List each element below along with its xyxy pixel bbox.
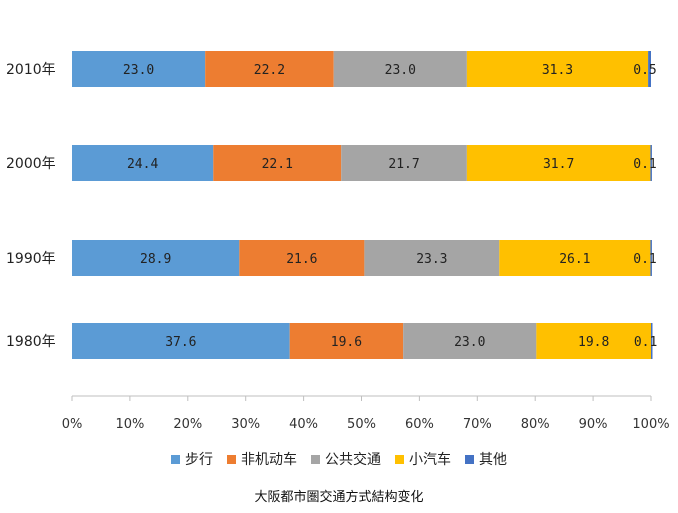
x-tick-label: 20% [173,417,202,432]
legend-swatch [465,454,474,464]
x-tick-label: 30% [231,417,260,432]
x-tick-label: 100% [632,417,669,432]
x-tick-label: 0% [62,417,83,432]
legend-label: 公共交通 [325,452,381,468]
legend-item: 小汽车 [395,449,451,469]
bar-segment [341,145,467,181]
bar-segment [650,145,652,181]
data-label: 31.3 [542,63,573,78]
legend-item: 公共交通 [311,449,381,469]
x-tick-label: 70% [463,417,492,432]
bar-segment [403,323,537,359]
legend-item: 步行 [171,449,213,469]
data-label: 23.0 [454,335,485,350]
x-tick-label: 90% [579,417,608,432]
bar-segment [239,240,365,276]
bar-segment [72,323,290,359]
x-tick-label: 60% [405,417,434,432]
legend-swatch [227,454,236,464]
data-label: 28.9 [140,252,171,267]
legend-swatch [395,454,404,464]
legend-item: 其他 [465,449,507,469]
bar-segment [466,51,649,87]
data-label: 21.6 [286,252,317,267]
bar-segment [364,240,500,276]
data-label: 22.2 [254,63,285,78]
bar-segment [651,323,653,359]
legend-swatch [311,454,320,464]
y-category-label: 2010年 [6,62,56,78]
data-label: 23.3 [416,252,447,267]
legend-label: 小汽车 [409,452,451,468]
data-label: 21.7 [388,157,419,172]
data-label: 0.1 [633,157,656,172]
data-label: 0.1 [634,335,657,350]
data-label: 31.7 [543,157,574,172]
legend-label: 步行 [185,452,213,468]
x-tick-label: 50% [347,417,376,432]
x-tick-label: 40% [289,417,318,432]
data-label: 0.1 [633,252,656,267]
bar-segment [648,51,651,87]
legend-swatch [171,454,180,464]
data-label: 23.0 [123,63,154,78]
data-label: 26.1 [559,252,590,267]
data-label: 22.1 [262,157,293,172]
data-label: 19.8 [578,335,609,350]
x-tick-label: 10% [115,417,144,432]
data-label: 0.5 [633,63,656,78]
bar-segment [650,240,652,276]
data-label: 24.4 [127,157,158,172]
legend-label: 非机动车 [241,452,297,468]
y-category-label: 1990年 [6,251,56,267]
bar-segment [289,323,404,359]
bar-segment [466,145,651,181]
bar-segment [205,51,334,87]
bar-segment [536,323,651,359]
bar-segment [72,145,214,181]
bar-segment [333,51,467,87]
legend-item: 非机动车 [227,449,297,469]
data-label: 23.0 [385,63,416,78]
x-tick-label: 80% [521,417,550,432]
bar-segment [499,240,651,276]
bar-segment [213,145,342,181]
data-label: 37.6 [165,335,196,350]
y-category-label: 1980年 [6,334,56,350]
chart-caption: 大阪都市圏交通方式結构变化 [254,490,424,505]
legend-label: 其他 [479,452,507,468]
data-label: 19.6 [331,335,362,350]
bar-segment [72,240,240,276]
bar-segment [72,51,206,87]
chart-legend: 步行 非机动车 公共交通 小汽车 其他 [0,449,678,469]
y-category-label: 2000年 [6,156,56,172]
